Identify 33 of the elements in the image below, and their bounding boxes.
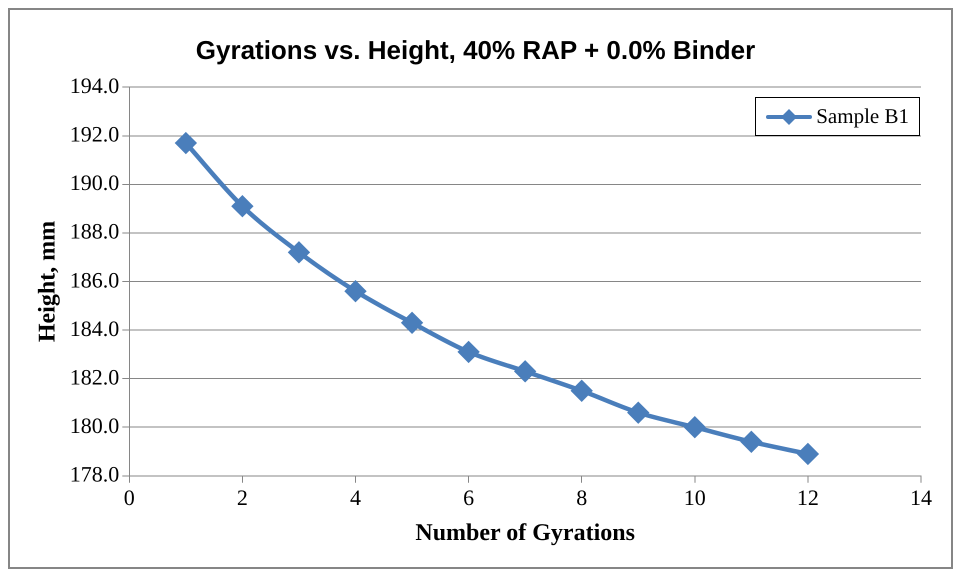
point <box>628 402 648 423</box>
y-tick-label: 190.0 <box>70 170 120 196</box>
y-axis-title: Height, mm <box>34 220 61 342</box>
x-tick-label: 8 <box>576 484 588 510</box>
point <box>741 432 762 452</box>
point <box>458 342 479 362</box>
x-tick-label: 10 <box>684 484 706 510</box>
y-tick-label: 180.0 <box>70 413 120 438</box>
y-tick-label: 188.0 <box>70 218 120 244</box>
x-tick-label: 12 <box>796 484 819 510</box>
y-tick-label: 178.0 <box>70 462 120 487</box>
point <box>571 380 592 402</box>
x-tick-label: 2 <box>236 484 248 510</box>
y-tick-label: 186.0 <box>70 267 120 292</box>
x-tick-label: 0 <box>124 484 135 510</box>
x-tick-label: 6 <box>463 484 474 510</box>
point <box>514 361 536 382</box>
point <box>798 444 818 464</box>
y-tick-label: 192.0 <box>70 122 120 147</box>
x-tick-label: 14 <box>910 484 932 510</box>
y-tick-label: 194.0 <box>70 72 120 98</box>
legend-label: Sample B1 <box>816 104 909 130</box>
point <box>232 196 253 216</box>
point <box>345 280 366 302</box>
y-tick-label: 184.0 <box>70 316 120 341</box>
x-axis-title: Number of Gyrations <box>415 520 635 546</box>
point <box>684 416 706 438</box>
point <box>176 132 196 154</box>
point <box>288 242 310 263</box>
y-tick-label: 182.0 <box>70 364 120 390</box>
point <box>402 312 422 334</box>
chart-title: Gyrations vs. Height, 40% RAP + 0.0% Binder <box>196 34 756 65</box>
x-tick-label: 4 <box>350 484 361 510</box>
